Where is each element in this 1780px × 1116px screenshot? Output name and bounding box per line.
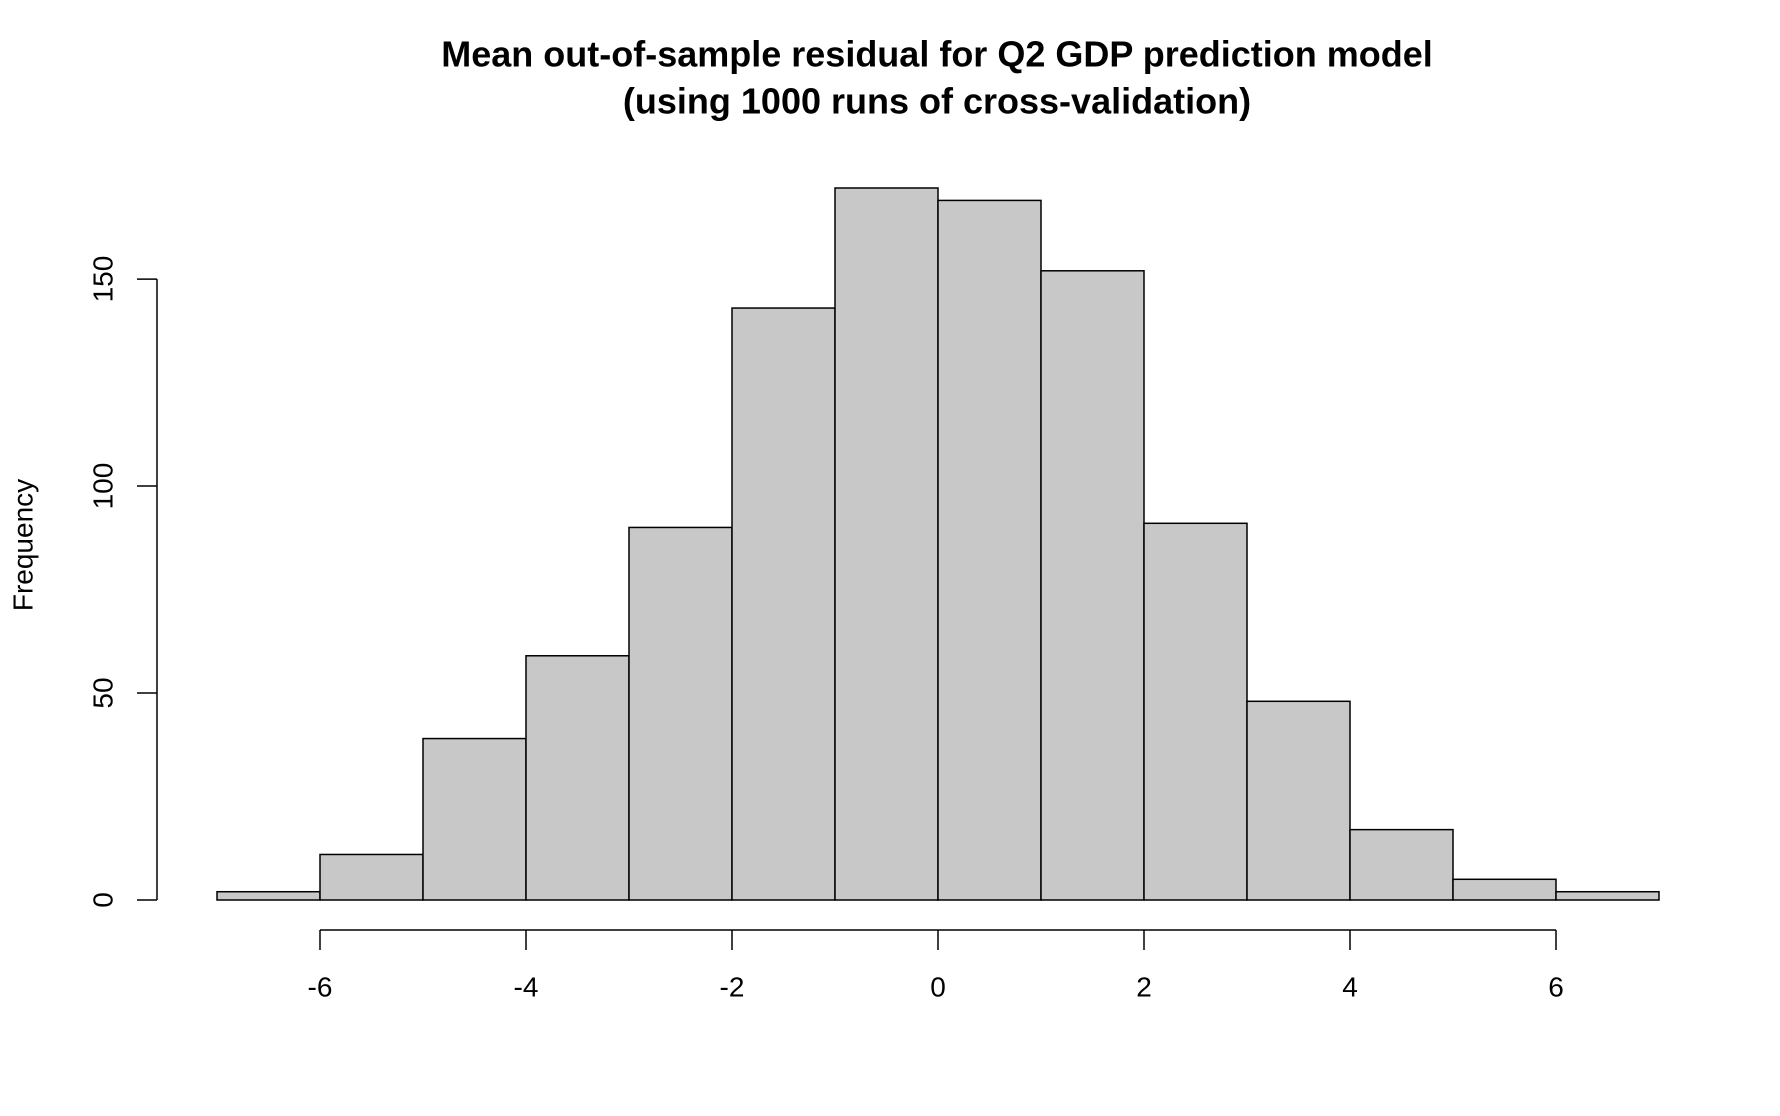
x-tick-label: -6 xyxy=(308,971,333,1002)
bar xyxy=(216,890,321,901)
bar xyxy=(937,199,1042,901)
bar xyxy=(1555,890,1660,901)
x-tick-label: -2 xyxy=(720,971,745,1002)
bar xyxy=(1143,522,1248,901)
bar xyxy=(422,737,527,901)
y-tick-label: 150 xyxy=(87,256,118,303)
y-tick-label: 100 xyxy=(87,463,118,510)
bar xyxy=(319,853,424,901)
bar xyxy=(525,655,630,901)
x-tick-label: -4 xyxy=(514,971,539,1002)
chart-title: (using 1000 runs of cross-validation) xyxy=(623,81,1251,122)
y-axis-label: Frequency xyxy=(7,479,38,611)
chart-title: Mean out-of-sample residual for Q2 GDP p… xyxy=(441,34,1432,75)
bar xyxy=(834,187,939,901)
x-tick-label: 6 xyxy=(1548,971,1564,1002)
bar xyxy=(1040,270,1145,901)
y-tick-label: 0 xyxy=(87,892,118,908)
x-tick-label: 4 xyxy=(1342,971,1358,1002)
bar xyxy=(1246,700,1351,901)
bar xyxy=(731,307,836,901)
bar xyxy=(1349,828,1454,901)
x-tick-label: 0 xyxy=(930,971,946,1002)
y-tick-label: 50 xyxy=(87,677,118,708)
x-tick-label: 2 xyxy=(1136,971,1152,1002)
bar xyxy=(628,526,733,901)
bar xyxy=(1452,878,1557,901)
